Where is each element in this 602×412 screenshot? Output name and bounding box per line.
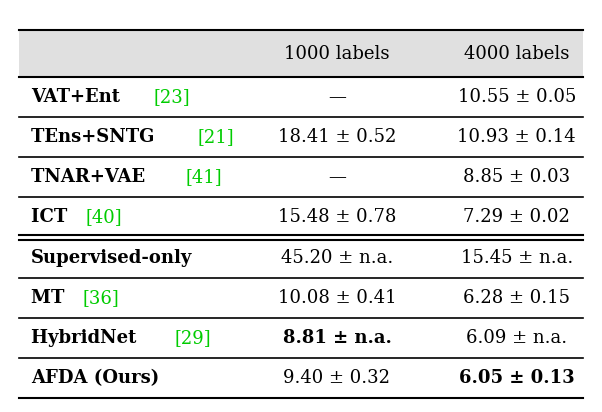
Text: 8.81 ± n.a.: 8.81 ± n.a.: [282, 329, 391, 347]
Text: 6.05 ± 0.13: 6.05 ± 0.13: [459, 369, 574, 387]
Text: [23]: [23]: [154, 88, 190, 106]
Text: —: —: [328, 88, 346, 106]
Text: TNAR+VAE: TNAR+VAE: [31, 169, 152, 186]
Text: 15.48 ± 0.78: 15.48 ± 0.78: [278, 208, 396, 227]
Text: 8.85 ± 0.03: 8.85 ± 0.03: [463, 169, 570, 186]
Text: [41]: [41]: [186, 169, 223, 186]
Text: —: —: [328, 169, 346, 186]
Text: 45.20 ± n.a.: 45.20 ± n.a.: [281, 248, 393, 267]
Text: [36]: [36]: [82, 289, 119, 307]
Text: [29]: [29]: [175, 329, 211, 347]
Text: [21]: [21]: [198, 128, 234, 146]
FancyBboxPatch shape: [19, 30, 583, 77]
Text: 6.09 ± n.a.: 6.09 ± n.a.: [466, 329, 567, 347]
Text: 1000 labels: 1000 labels: [284, 44, 389, 63]
Text: 10.93 ± 0.14: 10.93 ± 0.14: [458, 128, 576, 146]
Text: 10.08 ± 0.41: 10.08 ± 0.41: [278, 289, 396, 307]
Text: [40]: [40]: [86, 208, 123, 227]
Text: Supervised-only: Supervised-only: [31, 248, 193, 267]
Text: 9.40 ± 0.32: 9.40 ± 0.32: [284, 369, 391, 387]
Text: AFDA (Ours): AFDA (Ours): [31, 369, 160, 387]
Text: 4000 labels: 4000 labels: [464, 44, 569, 63]
Text: 18.41 ± 0.52: 18.41 ± 0.52: [278, 128, 396, 146]
Text: 15.45 ± n.a.: 15.45 ± n.a.: [461, 248, 573, 267]
Text: ICT: ICT: [31, 208, 74, 227]
Text: 6.28 ± 0.15: 6.28 ± 0.15: [463, 289, 570, 307]
Text: TEns+SNTG: TEns+SNTG: [31, 128, 161, 146]
Text: 7.29 ± 0.02: 7.29 ± 0.02: [464, 208, 570, 227]
Text: VAT+Ent: VAT+Ent: [31, 88, 126, 106]
Text: MT: MT: [31, 289, 71, 307]
Text: 10.55 ± 0.05: 10.55 ± 0.05: [458, 88, 576, 106]
Text: HybridNet: HybridNet: [31, 329, 143, 347]
